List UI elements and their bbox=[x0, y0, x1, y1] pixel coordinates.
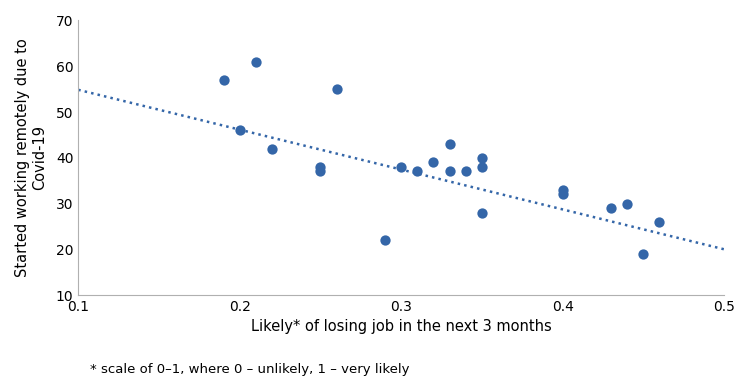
Point bbox=[460, 169, 472, 175]
Point bbox=[250, 59, 262, 65]
Point bbox=[379, 237, 391, 243]
Y-axis label: Started working remotely due to
Covid-19: Started working remotely due to Covid-19 bbox=[15, 38, 47, 277]
Point bbox=[266, 146, 278, 152]
Point bbox=[331, 86, 343, 92]
Point bbox=[605, 205, 617, 211]
Point bbox=[476, 210, 488, 216]
Point bbox=[314, 164, 326, 170]
Point bbox=[411, 169, 423, 175]
Point bbox=[217, 77, 229, 83]
Point bbox=[621, 200, 633, 207]
Point bbox=[556, 191, 568, 197]
Point bbox=[653, 219, 665, 225]
Point bbox=[476, 155, 488, 161]
Point bbox=[427, 159, 439, 166]
Point bbox=[443, 141, 455, 147]
Text: * scale of 0–1, where 0 – unlikely, 1 – very likely: * scale of 0–1, where 0 – unlikely, 1 – … bbox=[90, 363, 410, 376]
Point bbox=[638, 251, 650, 257]
Point bbox=[556, 187, 568, 193]
Point bbox=[443, 169, 455, 175]
Point bbox=[314, 169, 326, 175]
Point bbox=[476, 164, 488, 170]
Point bbox=[395, 164, 407, 170]
X-axis label: Likely* of losing job in the next 3 months: Likely* of losing job in the next 3 mont… bbox=[251, 319, 551, 334]
Point bbox=[234, 127, 246, 133]
